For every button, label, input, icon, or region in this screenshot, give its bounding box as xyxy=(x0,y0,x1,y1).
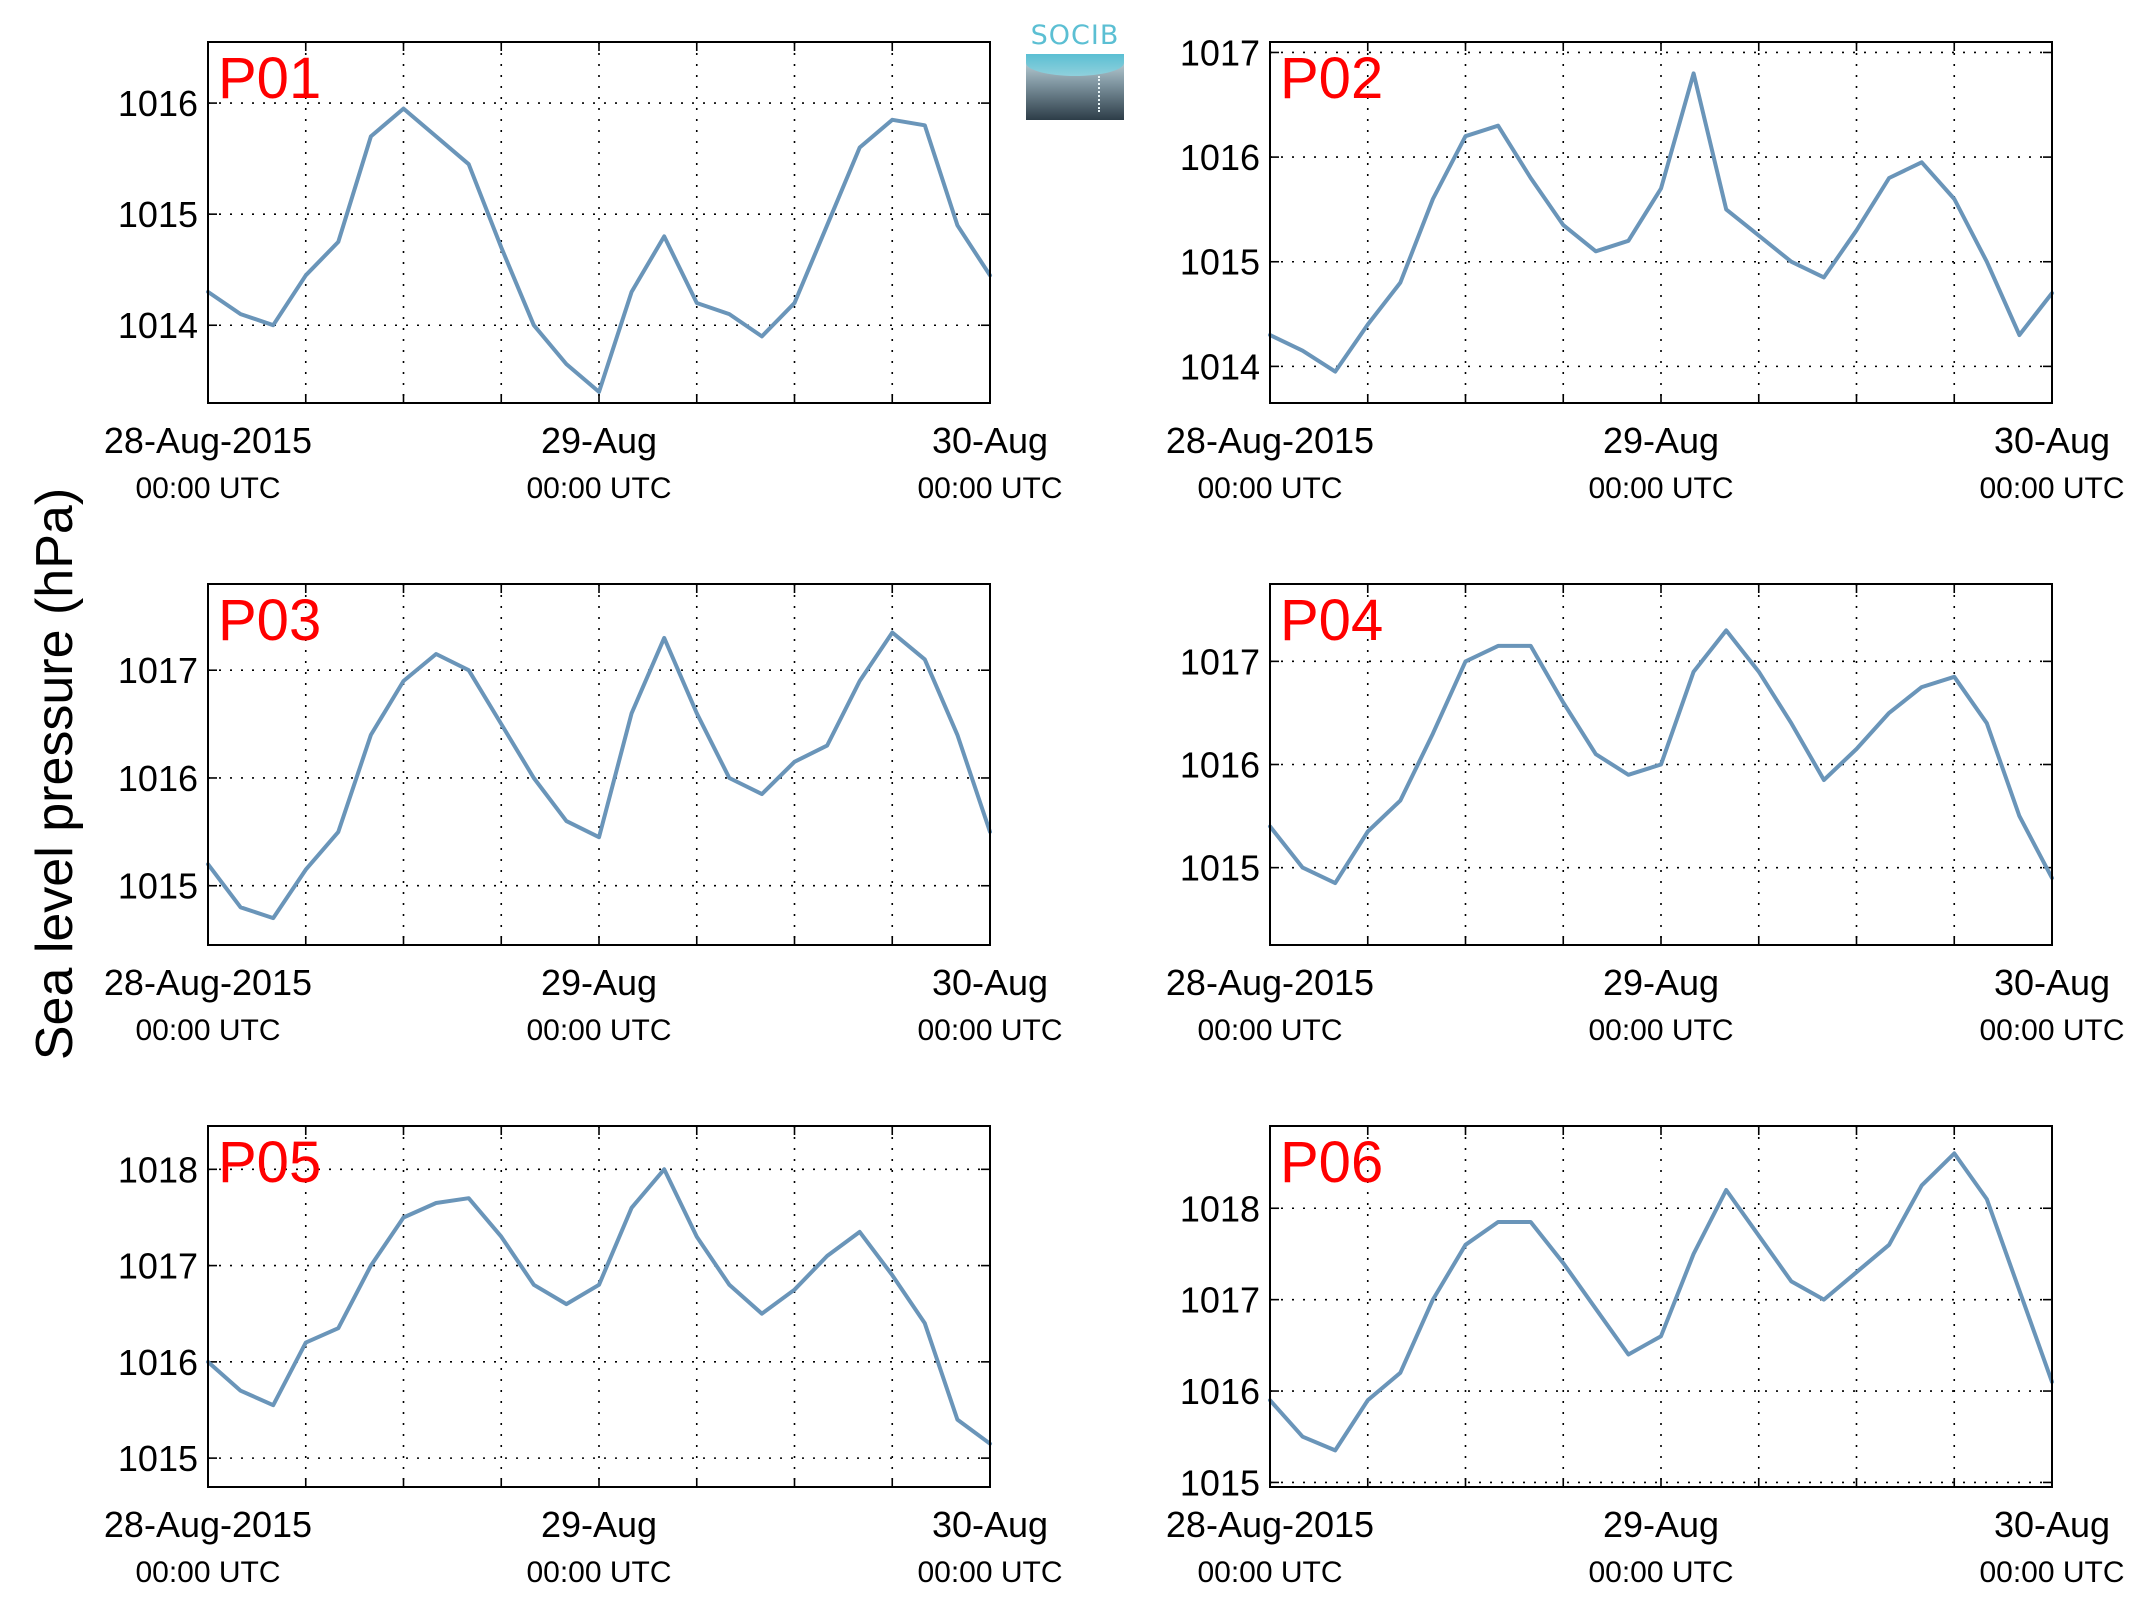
x-tick-label: 29-Aug xyxy=(1603,420,1719,461)
axes-frame xyxy=(207,41,991,404)
y-tick-label: 1015 xyxy=(118,866,198,907)
panel-p01: 1014 1015 1016 28-Aug-2015 00:00 UTC 29-Aug 00… xyxy=(104,41,1063,505)
x-tick-label: 28-Aug-2015 xyxy=(104,420,312,461)
x-tick-sublabel: 00:00 UTC xyxy=(526,472,671,505)
x-tick-sublabel: 00:00 UTC xyxy=(917,1556,1062,1589)
y-tick-label: 1016 xyxy=(1180,745,1260,786)
x-tick-sublabel: 00:00 UTC xyxy=(1979,1556,2124,1589)
x-tick-label: 29-Aug xyxy=(541,420,657,461)
x-tick-label: 28-Aug-2015 xyxy=(104,1504,312,1545)
x-tick-sublabel: 00:00 UTC xyxy=(1979,472,2124,505)
panel-label: P01 xyxy=(218,46,321,111)
axes-frame xyxy=(1269,1125,2053,1488)
x-tick-sublabel: 00:00 UTC xyxy=(526,1014,671,1047)
x-tick-label: 30-Aug xyxy=(1994,420,2110,461)
y-tick-label: 1016 xyxy=(118,1342,198,1383)
panel-p05: 1015 1016 1017 1018 28-Aug-2015 00:00 UTC 29-A… xyxy=(104,1125,1063,1589)
socib-logo-text: SOCIB xyxy=(1030,20,1120,51)
x-tick-sublabel: 00:00 UTC xyxy=(1979,1014,2124,1047)
y-tick-label: 1018 xyxy=(118,1149,198,1190)
x-tick-label: 28-Aug-2015 xyxy=(1166,420,1374,461)
panel-label: P04 xyxy=(1280,588,1383,653)
y-axis-label: Sea level pressure (hPa) xyxy=(26,488,84,1060)
x-tick-sublabel: 00:00 UTC xyxy=(1588,472,1733,505)
x-tick-sublabel: 00:00 UTC xyxy=(1197,1556,1342,1589)
series-line xyxy=(206,1167,992,1446)
y-tick-label: 1017 xyxy=(1180,1280,1260,1321)
x-tick-label: 29-Aug xyxy=(1603,962,1719,1003)
panel-label: P02 xyxy=(1280,46,1383,111)
x-tick-label: 30-Aug xyxy=(1994,962,2110,1003)
panel-label: P05 xyxy=(218,1130,321,1195)
series-line xyxy=(1268,1151,2054,1453)
y-tick-label: 1017 xyxy=(118,650,198,691)
panel-p04: 1015 1016 1017 28-Aug-2015 00:00 UTC 29-Aug 00… xyxy=(1166,583,2125,1047)
x-tick-sublabel: 00:00 UTC xyxy=(135,472,280,505)
y-tick-label: 1016 xyxy=(1180,1371,1260,1412)
series-line xyxy=(1268,628,2054,886)
x-tick-sublabel: 00:00 UTC xyxy=(917,1014,1062,1047)
y-tick-label: 1015 xyxy=(1180,848,1260,889)
panel-p06: 1015 1016 1017 1018 28-Aug-2015 00:00 UTC 29-A… xyxy=(1166,1125,2125,1589)
x-tick-label: 28-Aug-2015 xyxy=(1166,1504,1374,1545)
panel-label: P03 xyxy=(218,588,321,653)
x-tick-label: 30-Aug xyxy=(1994,1504,2110,1545)
y-tick-label: 1015 xyxy=(1180,1462,1260,1503)
y-tick-label: 1015 xyxy=(1180,242,1260,283)
y-tick-label: 1014 xyxy=(118,305,198,346)
axes-frame xyxy=(207,1125,991,1488)
y-tick-label: 1017 xyxy=(1180,641,1260,682)
x-tick-label: 29-Aug xyxy=(541,962,657,1003)
x-tick-label: 30-Aug xyxy=(932,1504,1048,1545)
socib-logo: SOCIB xyxy=(1026,18,1124,122)
x-tick-label: 30-Aug xyxy=(932,962,1048,1003)
y-tick-label: 1015 xyxy=(118,1438,198,1479)
series-line xyxy=(1268,71,2054,374)
y-tick-label: 1015 xyxy=(118,194,198,235)
panel-label: P06 xyxy=(1280,1130,1383,1195)
y-tick-label: 1016 xyxy=(118,83,198,124)
axes-frame xyxy=(1269,583,2053,946)
x-tick-sublabel: 00:00 UTC xyxy=(1588,1556,1733,1589)
x-tick-sublabel: 00:00 UTC xyxy=(1197,1014,1342,1047)
x-tick-sublabel: 00:00 UTC xyxy=(1197,472,1342,505)
x-tick-label: 29-Aug xyxy=(1603,1504,1719,1545)
y-tick-label: 1016 xyxy=(1180,137,1260,178)
y-tick-label: 1017 xyxy=(1180,32,1260,73)
x-tick-sublabel: 00:00 UTC xyxy=(135,1556,280,1589)
socib-logo-emblem xyxy=(1026,54,1124,120)
y-tick-label: 1018 xyxy=(1180,1188,1260,1229)
x-tick-sublabel: 00:00 UTC xyxy=(917,472,1062,505)
axes-frame xyxy=(1269,41,2053,404)
axes-frame xyxy=(207,583,991,946)
series-line xyxy=(206,106,992,394)
y-tick-label: 1014 xyxy=(1180,346,1260,387)
y-tick-label: 1016 xyxy=(118,758,198,799)
series-line xyxy=(206,630,992,921)
panel-p03: 1015 1016 1017 28-Aug-2015 00:00 UTC 29-Aug 00… xyxy=(104,583,1063,1047)
x-tick-sublabel: 00:00 UTC xyxy=(1588,1014,1733,1047)
y-tick-label: 1017 xyxy=(118,1246,198,1287)
x-tick-label: 28-Aug-2015 xyxy=(104,962,312,1003)
x-tick-sublabel: 00:00 UTC xyxy=(135,1014,280,1047)
x-tick-label: 30-Aug xyxy=(932,420,1048,461)
x-tick-sublabel: 00:00 UTC xyxy=(526,1556,671,1589)
panel-p02: 1014 1015 1016 1017 28-Aug-2015 00:00 UTC 29-A… xyxy=(1166,32,2125,505)
x-tick-label: 28-Aug-2015 xyxy=(1166,962,1374,1003)
x-tick-label: 29-Aug xyxy=(541,1504,657,1545)
